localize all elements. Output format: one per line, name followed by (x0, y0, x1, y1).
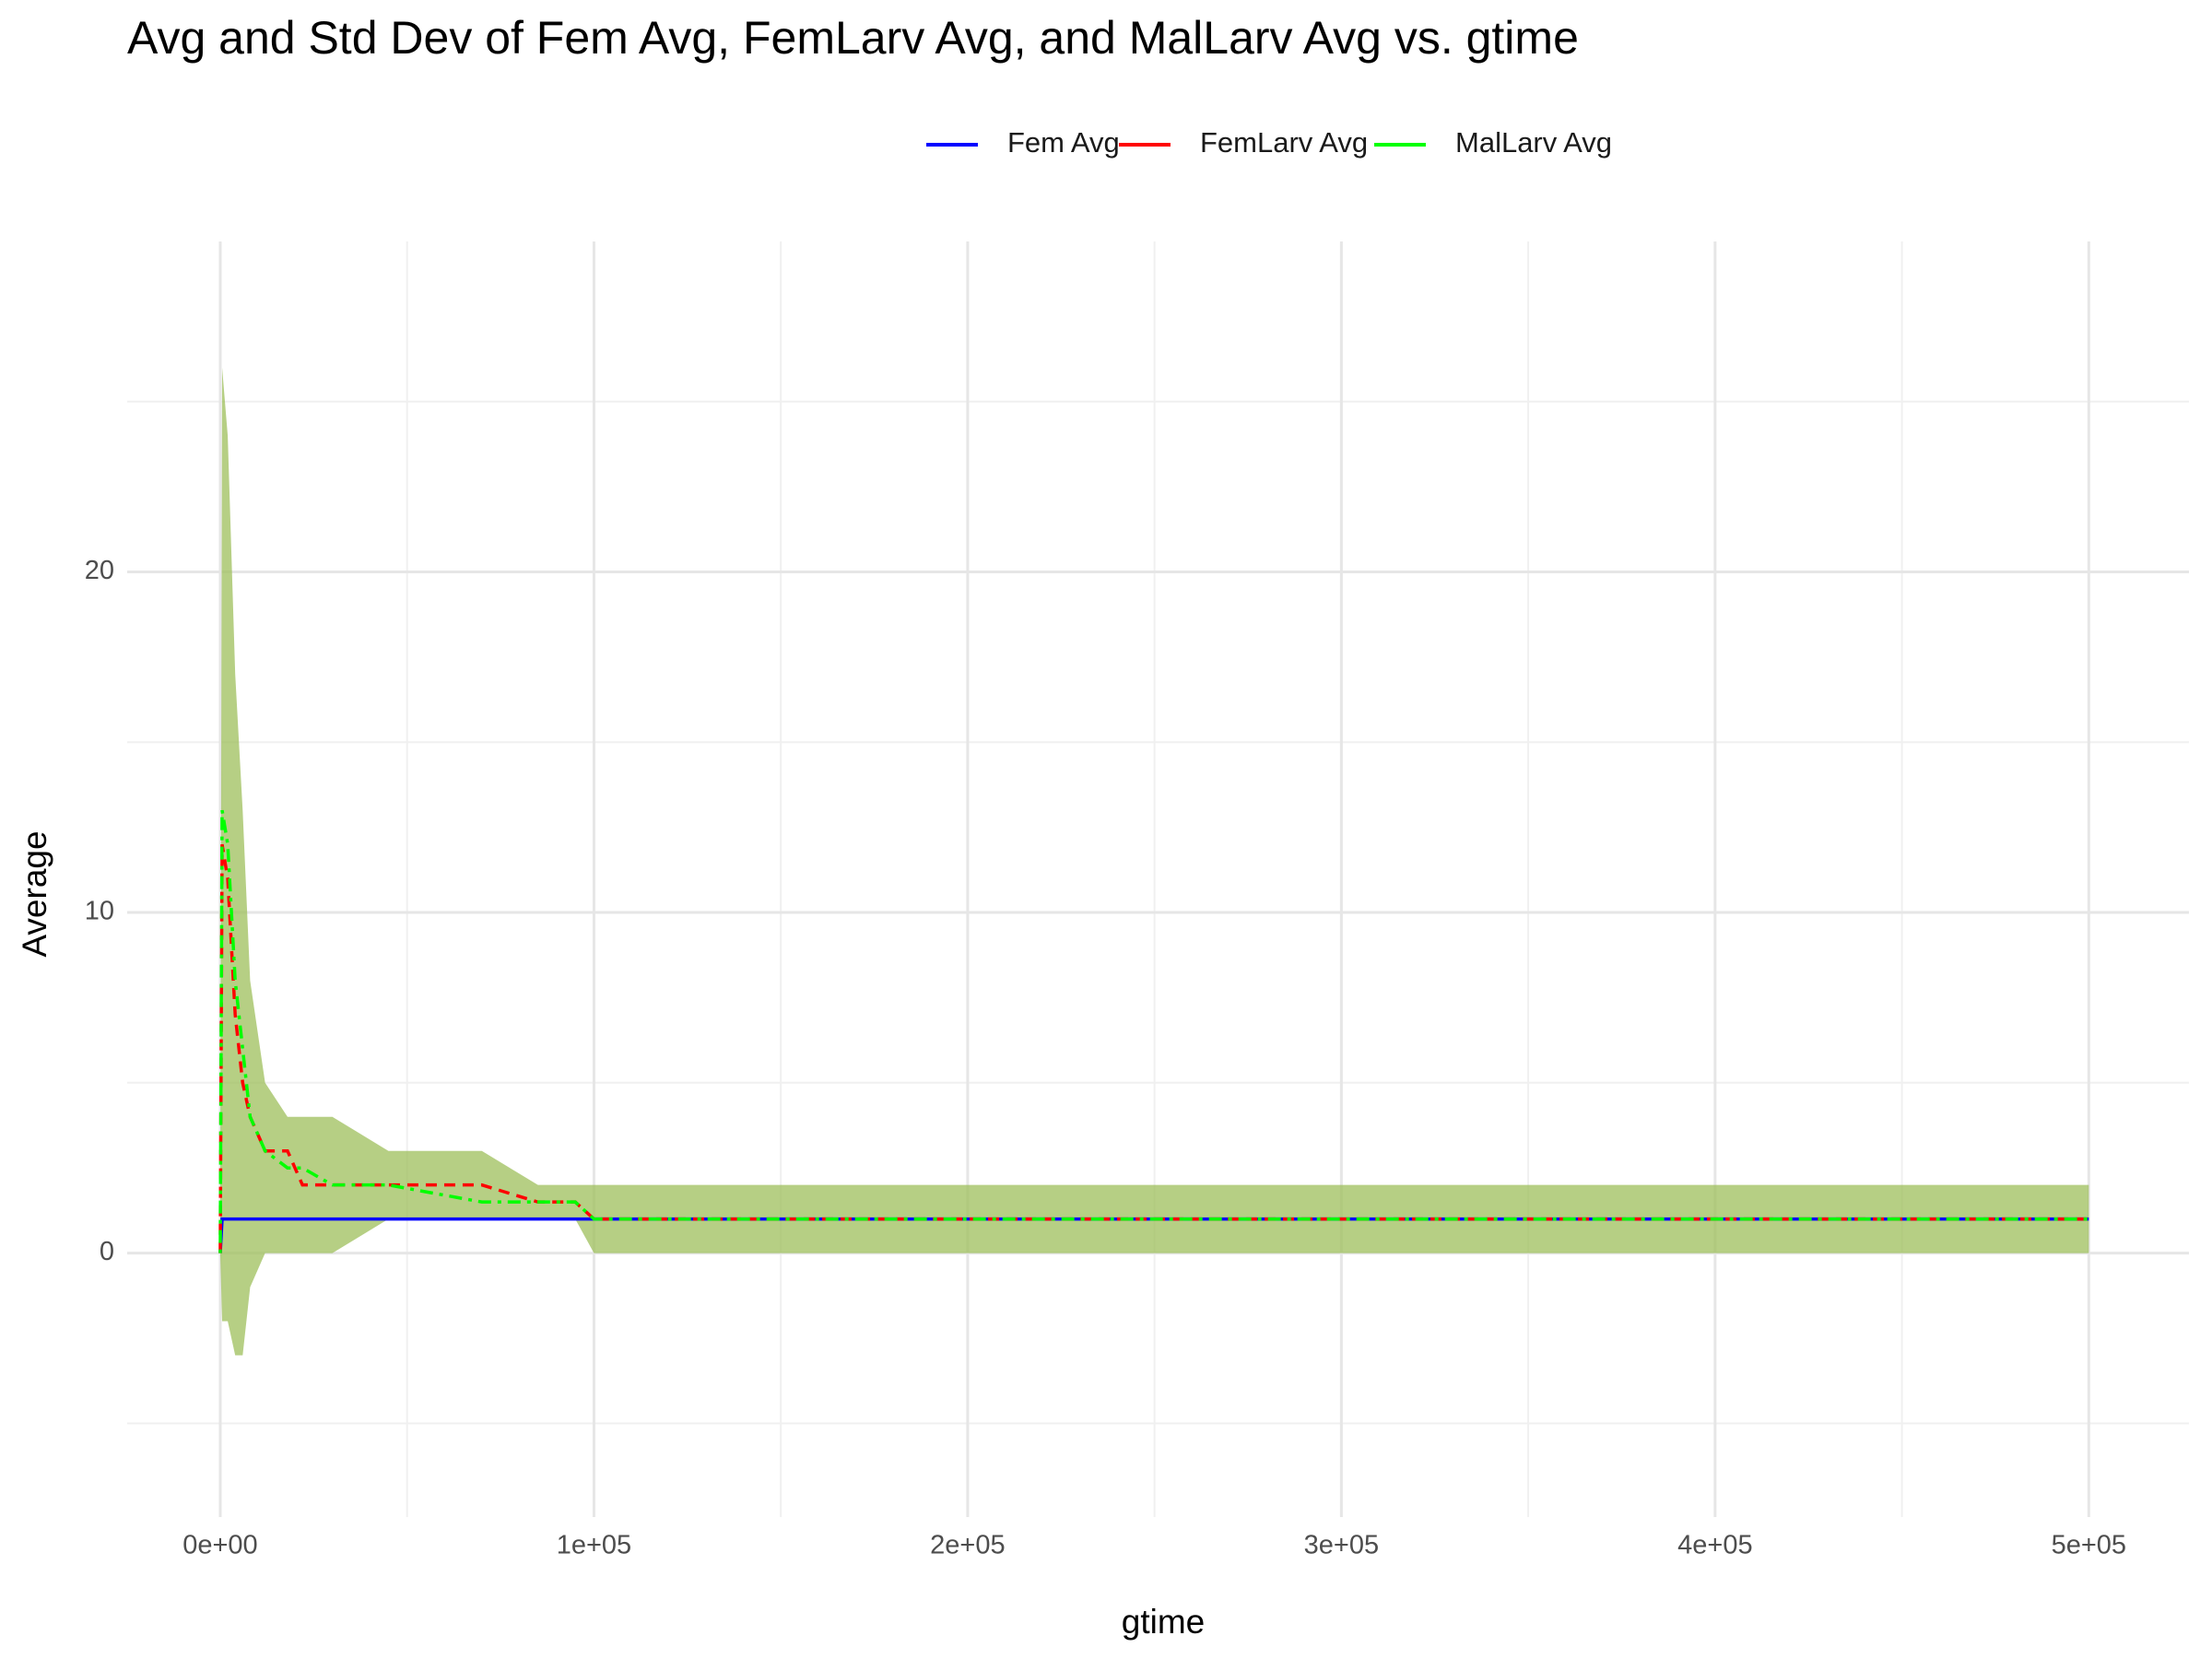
y-axis-title: Average (16, 830, 53, 957)
legend-label: FemLarv Avg (1200, 126, 1368, 159)
x-tick-label: 0e+00 (182, 1531, 257, 1560)
y-tick-label: 0 (100, 1237, 114, 1266)
x-axis-title: gtime (1122, 1603, 1205, 1641)
x-tick-label: 4e+05 (1677, 1531, 1752, 1560)
x-tick-label: 5e+05 (2052, 1531, 2126, 1560)
x-tick-label: 3e+05 (1304, 1531, 1379, 1560)
legend-label: MalLarv Avg (1455, 126, 1612, 159)
y-tick-label: 20 (85, 556, 114, 585)
chart-title: Avg and Std Dev of Fem Avg, FemLarv Avg,… (127, 12, 1579, 64)
legend-label: Fem Avg (1007, 126, 1120, 159)
series-line (218, 809, 2089, 1253)
grid: 0e+00 1e+05 2e+05 3e+05 4e+05 5e+05 0 10 20 (85, 241, 2189, 1560)
x-tick-label: 2e+05 (930, 1531, 1005, 1560)
x-tick-label: 1e+05 (557, 1531, 631, 1560)
legend: Fem Avg FemLarv Avg MalLarv Avg (926, 126, 1612, 159)
y-tick-label: 10 (85, 897, 114, 926)
series-line (218, 1217, 2089, 1253)
plot-area (218, 367, 2089, 1356)
